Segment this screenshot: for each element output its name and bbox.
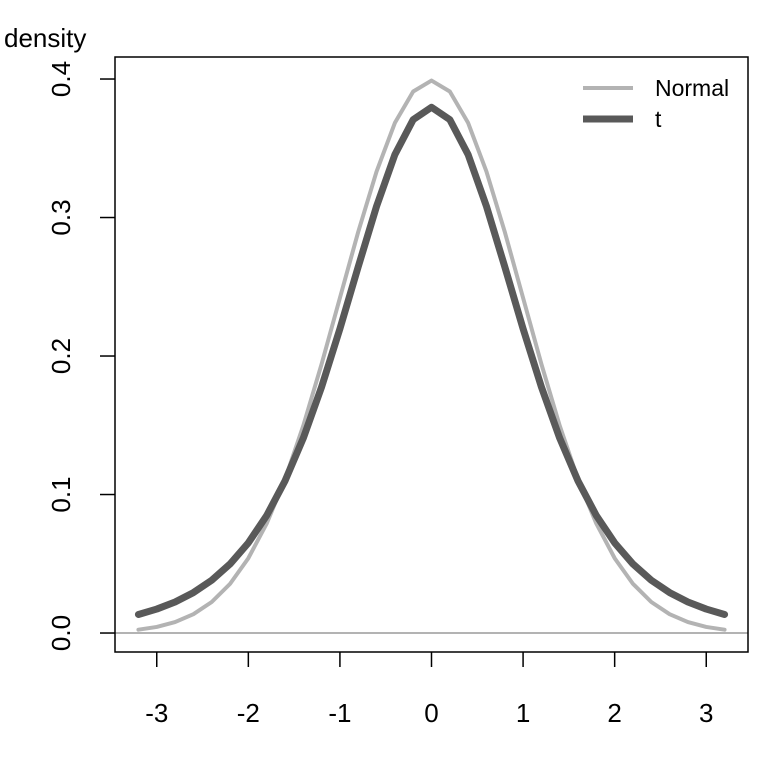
x-tick-label: -1 [328, 698, 351, 728]
series-line [134, 103, 729, 618]
y-tick-label: 0.1 [46, 476, 76, 512]
legend-label: Normal [655, 75, 729, 101]
y-tick-label: 0.4 [46, 61, 76, 97]
series-line [136, 78, 727, 632]
y-tick-label: 0.0 [46, 615, 76, 651]
y-axis-label: density [4, 23, 86, 53]
plot-frame [114, 56, 749, 653]
x-tick-label: 3 [699, 698, 713, 728]
y-tick-label: 0.2 [46, 338, 76, 374]
x-tick-label: 2 [607, 698, 621, 728]
x-tick-label: -3 [145, 698, 168, 728]
legend-label: t [655, 106, 662, 132]
x-tick-label: -2 [237, 698, 260, 728]
x-tick-label: 0 [424, 698, 438, 728]
y-tick-label: 0.3 [46, 199, 76, 235]
x-tick-label: 1 [516, 698, 530, 728]
